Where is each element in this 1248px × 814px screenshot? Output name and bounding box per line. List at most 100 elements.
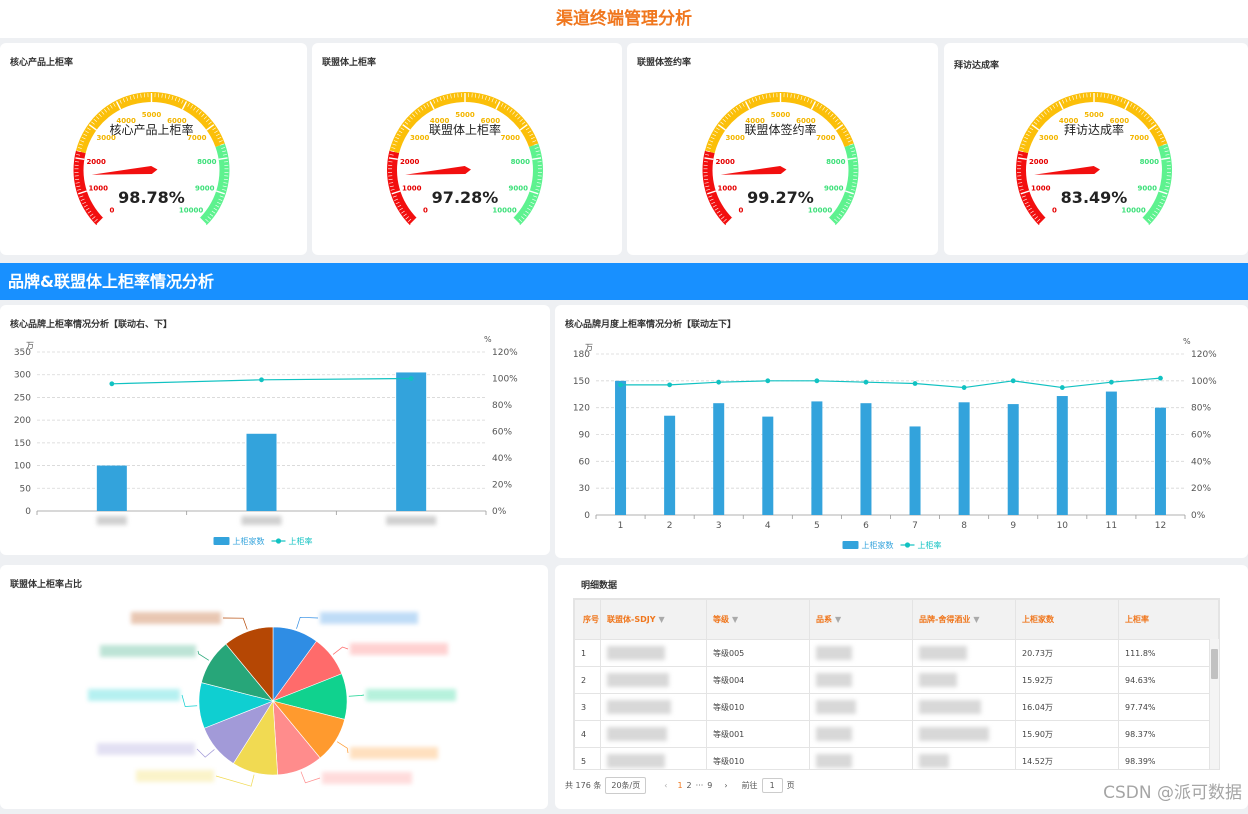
pager-ellipsis[interactable]: ··· bbox=[696, 781, 704, 790]
brand-bar-chart[interactable]: 0501001502002503003500%20%40%60%80%100%1… bbox=[0, 305, 550, 555]
gauge-tick-label: 8000 bbox=[1140, 158, 1160, 166]
gauge-chart: 0100020003000400050006000700080009000100… bbox=[944, 43, 1248, 255]
cell-alliance-redacted bbox=[601, 721, 707, 748]
pie-label-line bbox=[296, 617, 318, 628]
gauge-needle bbox=[721, 166, 787, 175]
pager-next-button[interactable]: › bbox=[724, 781, 727, 790]
x-tick-label-redacted bbox=[386, 516, 436, 525]
col-header-series[interactable]: 品系▼ bbox=[810, 600, 913, 640]
legend-bar-swatch bbox=[214, 537, 230, 545]
header-label: 序号 bbox=[583, 615, 599, 624]
scrollbar-thumb[interactable] bbox=[1211, 649, 1218, 679]
gauge-tick-label: 1000 bbox=[1031, 184, 1051, 192]
gauge-tick-label: 3000 bbox=[1039, 134, 1059, 142]
gauge-tick-label: 9000 bbox=[509, 184, 529, 192]
filter-icon[interactable]: ▼ bbox=[973, 615, 981, 623]
alliance-pie-chart[interactable] bbox=[0, 565, 548, 809]
x-tick-label: 8 bbox=[961, 521, 967, 531]
gauge-tick-label: 0 bbox=[738, 207, 743, 215]
cell-series-redacted bbox=[810, 667, 913, 694]
gauge-card-title: 核心产品上柜率 bbox=[10, 55, 73, 68]
cell-rate: 98.39% bbox=[1119, 748, 1219, 771]
x-tick-label: 10 bbox=[1057, 521, 1069, 531]
rate-point bbox=[259, 377, 264, 382]
pager-page-2[interactable]: 2 bbox=[687, 781, 692, 790]
pie-label-redacted bbox=[100, 645, 196, 657]
y2-tick-label: 0% bbox=[1191, 511, 1206, 521]
chart-title[interactable]: 核心品牌上柜率情况分析【联动右、下】 bbox=[10, 317, 172, 330]
col-header-level[interactable]: 等级▼ bbox=[707, 600, 810, 640]
pie-label-line bbox=[198, 651, 209, 660]
y2-tick-label: 40% bbox=[1191, 457, 1211, 467]
y-axis-unit: 万 bbox=[585, 343, 593, 352]
rate-point bbox=[667, 382, 672, 387]
pager-page-last[interactable]: 9 bbox=[707, 781, 712, 790]
header-label: 品系 bbox=[816, 615, 832, 624]
chart-title: 联盟体上柜率占比 bbox=[10, 577, 82, 590]
gauge-card-title: 拜访达成率 bbox=[954, 58, 999, 71]
y-tick-label: 100 bbox=[14, 462, 31, 472]
bar bbox=[247, 434, 277, 511]
table-row[interactable]: 4 等级001 15.90万 98.37% bbox=[575, 721, 1219, 748]
rate-point bbox=[1011, 378, 1016, 383]
pager-size-select[interactable]: 20条/页 bbox=[605, 777, 646, 794]
cell-index: 3 bbox=[575, 694, 601, 721]
table-row[interactable]: 1 等级005 20.73万 111.8% bbox=[575, 640, 1219, 667]
cell-brand-redacted bbox=[913, 667, 1016, 694]
y-tick-label: 0 bbox=[25, 507, 31, 517]
pager-goto-input[interactable]: 1 bbox=[762, 778, 783, 793]
y-axis-unit: 万 bbox=[26, 341, 34, 350]
gauge-value: 83.49% bbox=[1061, 188, 1128, 207]
y2-tick-label: 60% bbox=[1191, 431, 1211, 441]
detail-table-wrap: 序号 联盟体-SDJY▼ 等级▼ 品系▼ 品牌-舍得酒业▼ 上柜家数 上柜率 1… bbox=[573, 598, 1220, 770]
x-tick-label: 12 bbox=[1155, 521, 1166, 531]
cell-count: 15.92万 bbox=[1016, 667, 1119, 694]
gauge-tick-label: 7000 bbox=[816, 134, 836, 142]
pager-total: 共 176 条 bbox=[565, 780, 601, 791]
table-header-row: 序号 联盟体-SDJY▼ 等级▼ 品系▼ 品牌-舍得酒业▼ 上柜家数 上柜率 bbox=[575, 600, 1219, 640]
table-pager: 共 176 条 20条/页 ‹ 1 2 ··· 9 › 前往 1 页 bbox=[565, 777, 795, 794]
x-tick-label: 9 bbox=[1010, 521, 1016, 531]
table-row[interactable]: 2 等级004 15.92万 94.63% bbox=[575, 667, 1219, 694]
detail-table: 序号 联盟体-SDJY▼ 等级▼ 品系▼ 品牌-舍得酒业▼ 上柜家数 上柜率 1… bbox=[574, 599, 1219, 770]
gauge-tick-label: 3000 bbox=[410, 134, 430, 142]
gauge-tick-label: 5000 bbox=[1084, 111, 1104, 119]
pager-prev-button[interactable]: ‹ bbox=[664, 781, 667, 790]
filter-icon[interactable]: ▼ bbox=[659, 615, 667, 623]
x-tick-label: 4 bbox=[765, 521, 771, 531]
gauge-tick-label: 2000 bbox=[400, 158, 420, 166]
table-row[interactable]: 3 等级010 16.04万 97.74% bbox=[575, 694, 1219, 721]
bar bbox=[1008, 404, 1019, 515]
gauge-tick-label: 5000 bbox=[455, 111, 475, 119]
table-row[interactable]: 5 等级010 14.52万 98.39% bbox=[575, 748, 1219, 771]
filter-icon[interactable]: ▼ bbox=[732, 615, 740, 623]
rate-point bbox=[913, 381, 918, 386]
y-tick-label: 50 bbox=[20, 484, 32, 494]
legend-bar-label: 上柜家数 bbox=[862, 540, 894, 550]
gauge-card-title: 联盟体签约率 bbox=[637, 55, 691, 68]
y2-tick-label: 40% bbox=[492, 454, 512, 464]
y2-tick-label: 20% bbox=[492, 481, 512, 491]
col-header-alliance[interactable]: 联盟体-SDJY▼ bbox=[601, 600, 707, 640]
filter-icon[interactable]: ▼ bbox=[835, 615, 843, 623]
col-header-rate: 上柜率 bbox=[1119, 600, 1219, 640]
chart-title[interactable]: 核心品牌月度上柜率情况分析【联动左下】 bbox=[565, 317, 736, 330]
y-tick-label: 250 bbox=[14, 393, 31, 403]
col-header-count: 上柜家数 bbox=[1016, 600, 1119, 640]
cell-count: 16.04万 bbox=[1016, 694, 1119, 721]
detail-table-card: 明细数据 序号 联盟体-SDJY▼ 等级▼ 品系▼ 品牌-舍得酒业▼ 上柜家数 … bbox=[555, 565, 1248, 809]
gauge-tick-label: 5000 bbox=[142, 111, 162, 119]
pager-page-1[interactable]: 1 bbox=[677, 781, 682, 790]
y2-tick-label: 80% bbox=[1191, 404, 1211, 414]
rate-point bbox=[864, 380, 869, 385]
col-header-brand[interactable]: 品牌-舍得酒业▼ bbox=[913, 600, 1016, 640]
pie-label-redacted bbox=[320, 612, 418, 624]
gauge-chart: 0100020003000400050006000700080009000100… bbox=[0, 43, 307, 255]
gauge-tick-label: 0 bbox=[1052, 207, 1057, 215]
monthly-bar-chart[interactable]: 03060901201501800%20%40%60%80%100%120%万%… bbox=[555, 305, 1248, 558]
table-scrollbar[interactable] bbox=[1209, 639, 1219, 770]
